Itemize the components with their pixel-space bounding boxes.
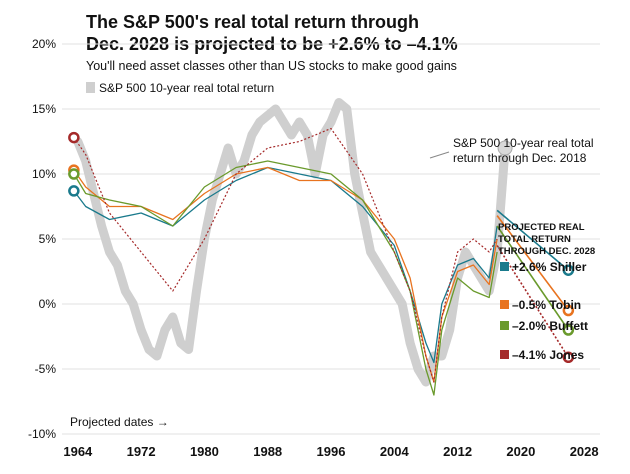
projection-line-buffett: [496, 225, 570, 331]
series-start-marker-jones: [68, 131, 80, 144]
series-line-jones: [73, 127, 498, 383]
chart-subtitle: You'll need asset classes other than US …: [86, 59, 457, 73]
projection-line-tobin: [496, 215, 569, 311]
projection-end-marker-shiller: [562, 264, 575, 276]
annotation-leader: [429, 151, 450, 159]
plot-area: [68, 98, 575, 396]
projection-label-buffett: –2.0% Buffett: [512, 319, 588, 333]
series-line-buffett: [73, 160, 498, 396]
projection-header-1: PROJECTED REAL: [498, 222, 585, 233]
projection-end-marker-tobin: [562, 304, 575, 317]
y-tick-label: 20%: [32, 37, 56, 51]
projection-swatch-jones: [500, 350, 509, 359]
projection-swatch-tobin: [500, 300, 509, 309]
projection-swatch-shiller: [500, 262, 509, 271]
series-line-shiller: [73, 166, 498, 364]
x-tick-label: 2020: [506, 444, 535, 459]
x-tick-label: 1972: [127, 444, 156, 459]
annotation-line1: S&P 500 10-year real total: [453, 136, 594, 150]
projection-end-marker-buffett: [562, 324, 575, 336]
x-tick-label: 2012: [443, 444, 472, 459]
x-tick-label: 2004: [380, 444, 410, 459]
y-axis: 20% 15% 10% 5% 0% -5% -10%: [28, 37, 56, 441]
chart-title-line1: The S&P 500's real total return through: [86, 12, 419, 32]
projection-swatch-buffett: [500, 321, 509, 330]
series-start-marker-buffett: [68, 168, 80, 180]
legend-label: S&P 500 10-year real total return: [99, 81, 274, 95]
projection-line-shiller: [496, 209, 569, 271]
annotation-line2: return through Dec. 2018: [453, 151, 587, 165]
x-tick-label: 1980: [190, 444, 219, 459]
y-tick-label: -10%: [28, 427, 56, 441]
y-tick-label: 0%: [39, 297, 57, 311]
legend-swatch: [86, 82, 95, 93]
y-tick-label: -5%: [35, 362, 57, 376]
x-tick-label: 2028: [570, 444, 599, 459]
projected-dates-label: Projected dates →: [70, 415, 169, 429]
x-axis: 1964 1972 1980 1988 1996 2004 2012 2020 2028: [63, 444, 598, 459]
x-tick-label: 1996: [317, 444, 346, 459]
series-start-marker-shiller: [68, 185, 80, 197]
x-tick-label: 1988: [253, 444, 282, 459]
x-tick-label: 1964: [63, 444, 93, 459]
series-line-actual: [73, 98, 510, 387]
series-line-tobin: [73, 166, 498, 383]
projection-header-2: TOTAL RETURN: [498, 234, 571, 245]
series-end-marker-actual: [497, 140, 513, 156]
projection-label-shiller: +2.6% Shiller: [512, 260, 587, 274]
projection-legend: +2.6% Shiller –0.5% Tobin –2.0% Buffett –4.…: [500, 260, 588, 362]
y-tick-label: 5%: [39, 232, 57, 246]
y-tick-label: 10%: [32, 167, 56, 181]
projection-label-tobin: –0.5% Tobin: [512, 298, 581, 312]
projection-label-jones: –4.1% Jones: [512, 348, 584, 362]
projection-header-3: THROUGH DEC. 2028: [498, 246, 595, 257]
projection-end-marker-jones: [562, 351, 575, 364]
y-tick-label: 15%: [32, 102, 56, 116]
